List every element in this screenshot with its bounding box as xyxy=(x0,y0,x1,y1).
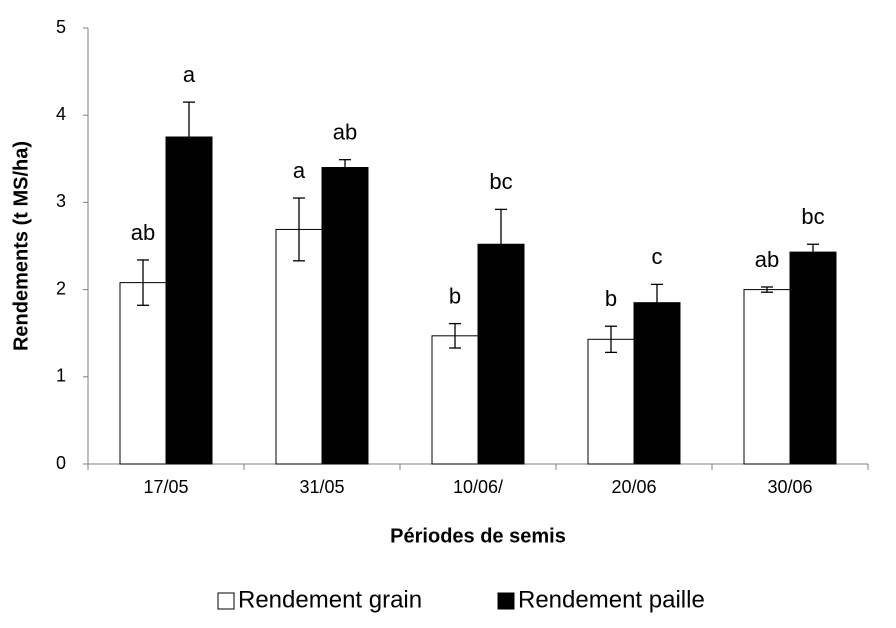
significance-letter: ab xyxy=(755,247,779,272)
legend-swatch xyxy=(497,592,515,610)
error-bar xyxy=(183,101,195,173)
bar xyxy=(275,228,323,465)
error-bar xyxy=(605,325,617,354)
error-bar xyxy=(651,283,663,322)
x-tick-label: 30/06 xyxy=(767,477,812,497)
y-tick-label: 0 xyxy=(56,453,66,473)
bar xyxy=(165,136,213,465)
error-bar xyxy=(449,322,461,349)
error-bar xyxy=(807,243,819,261)
bar xyxy=(633,302,681,465)
significance-letter: a xyxy=(293,158,306,183)
significance-letter: b xyxy=(605,286,617,311)
error-bar xyxy=(761,286,773,293)
y-tick-label: 1 xyxy=(56,366,66,386)
significance-letter: ab xyxy=(333,119,357,144)
bar xyxy=(789,251,837,465)
y-tick-label: 3 xyxy=(56,191,66,211)
significance-letter: bc xyxy=(489,169,512,194)
x-tick-label: 17/05 xyxy=(143,477,188,497)
x-tick-label: 20/06 xyxy=(611,477,656,497)
bar xyxy=(477,243,525,465)
significance-letter: ab xyxy=(131,220,155,245)
bar xyxy=(431,335,479,465)
legend-swatch xyxy=(217,592,235,610)
significance-letter: a xyxy=(183,62,196,87)
y-axis-label: Rendements (t MS/ha) xyxy=(10,141,32,351)
bar xyxy=(119,282,167,465)
legend-label: Rendement grain xyxy=(238,586,422,613)
significance-letter: b xyxy=(449,283,461,308)
legend-label: Rendement paille xyxy=(518,586,705,613)
x-tick-label: 10/06/ xyxy=(453,477,503,497)
error-bar xyxy=(137,259,149,306)
significance-letter: c xyxy=(652,244,663,269)
error-bar xyxy=(339,159,351,177)
x-tick-label: 31/05 xyxy=(299,477,344,497)
error-bar xyxy=(293,197,305,262)
bar xyxy=(587,338,635,465)
y-tick-label: 4 xyxy=(56,104,66,124)
bar xyxy=(321,167,369,465)
x-axis-label: Périodes de semis xyxy=(390,525,566,547)
y-tick-label: 5 xyxy=(56,17,66,37)
bar xyxy=(743,289,791,465)
error-bar xyxy=(495,208,507,280)
y-tick-label: 2 xyxy=(56,278,66,298)
significance-letter: bc xyxy=(801,204,824,229)
